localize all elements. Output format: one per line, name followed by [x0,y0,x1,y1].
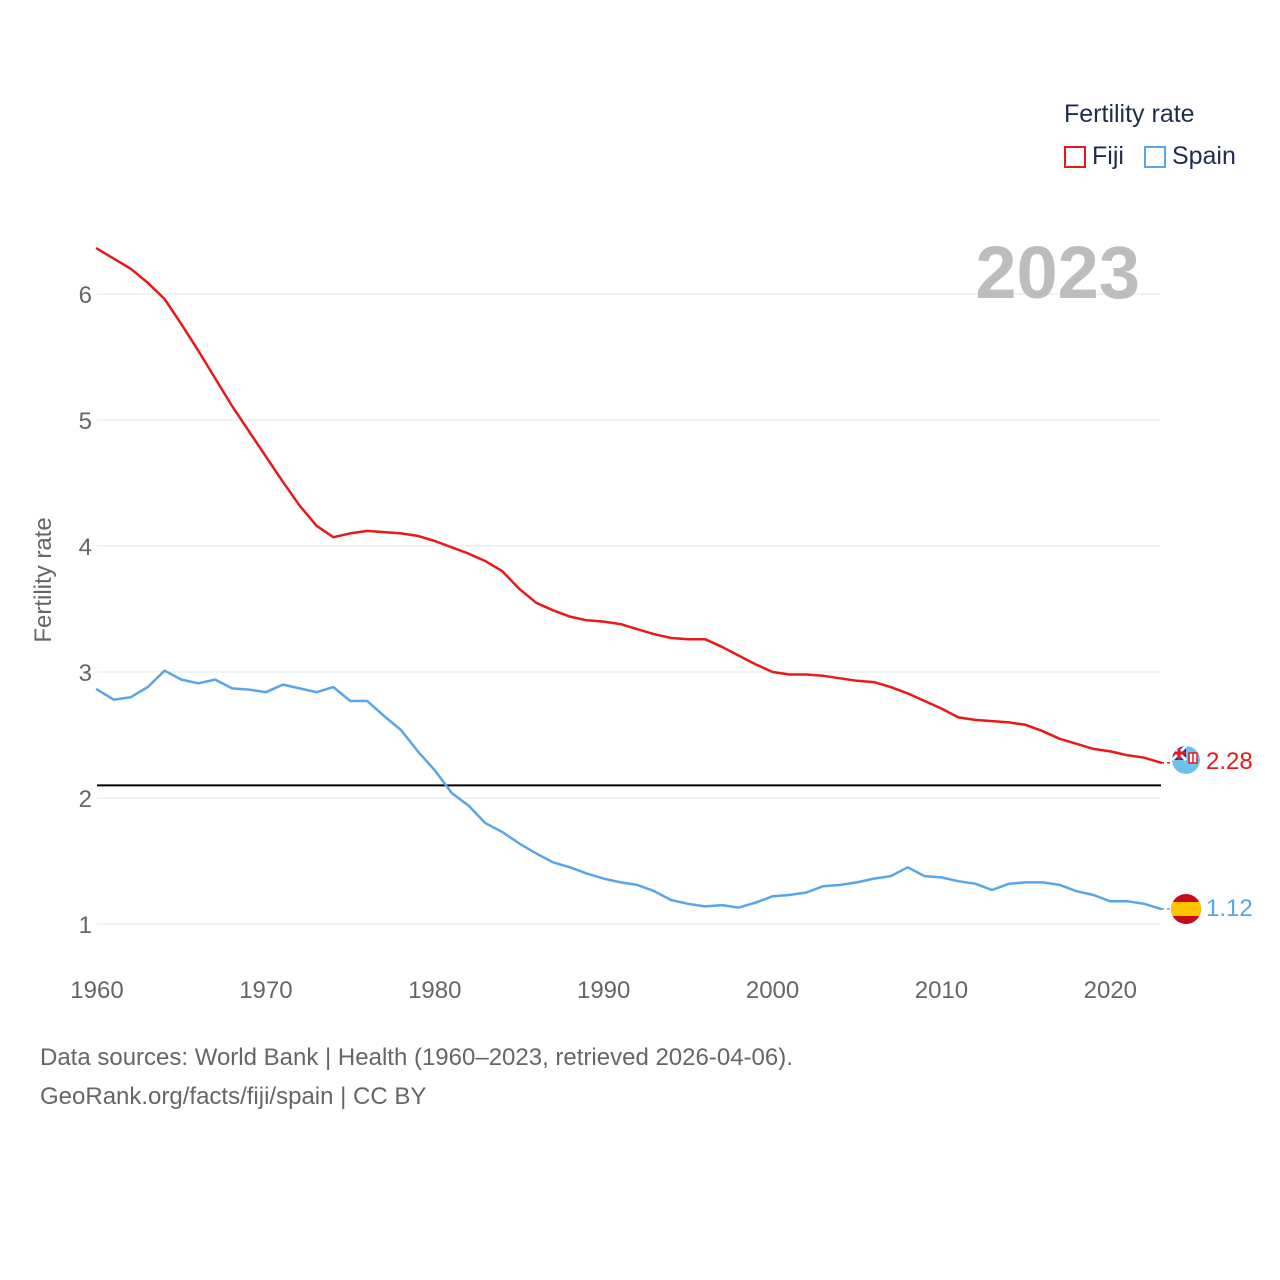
x-tick-label-2010: 2010 [915,977,968,1004]
legend: Fiji Spain [1064,142,1236,171]
legend-item-fiji[interactable]: Fiji [1064,142,1124,171]
year-label: 2023 [975,231,1140,314]
legend-label-spain: Spain [1171,142,1236,170]
x-tick-label-2000: 2000 [746,977,799,1004]
y-tick-label-2: 2 [79,786,92,813]
y-tick-label-5: 5 [79,408,92,435]
y-tick-label-1: 1 [79,912,92,939]
fiji-flag-icon [1172,746,1200,774]
series-line-fiji[interactable] [95,247,1163,764]
legend-label-fiji: Fiji [1092,142,1124,170]
x-tick-label-2020: 2020 [1084,977,1137,1004]
legend-swatch-spain [1143,145,1166,168]
y-axis-label: Fertility rate [30,517,57,642]
legend-swatch-fiji [1064,145,1086,168]
legend-item-spain[interactable]: Spain [1143,142,1236,171]
y-tick-label-4: 4 [79,534,92,561]
x-tick-label-1990: 1990 [577,977,630,1004]
y-tick-label-3: 3 [79,660,92,687]
end-label-spain: 1.12 [1206,895,1253,922]
x-tick-label-1960: 1960 [70,977,123,1004]
x-tick-label-1980: 1980 [408,977,461,1004]
legend-title: Fertility rate [1064,100,1195,128]
footer-sources: Data sources: World Bank | Health (1960–… [40,1044,793,1071]
spain-flag-icon [1171,894,1201,924]
y-tick-label-6: 6 [79,282,92,309]
series-line-spain[interactable] [95,669,1163,911]
x-tick-label-1970: 1970 [239,977,292,1004]
end-label-fiji: 2.28 [1206,748,1253,775]
footer-credit[interactable]: GeoRank.org/facts/fiji/spain | CC BY [40,1083,427,1110]
